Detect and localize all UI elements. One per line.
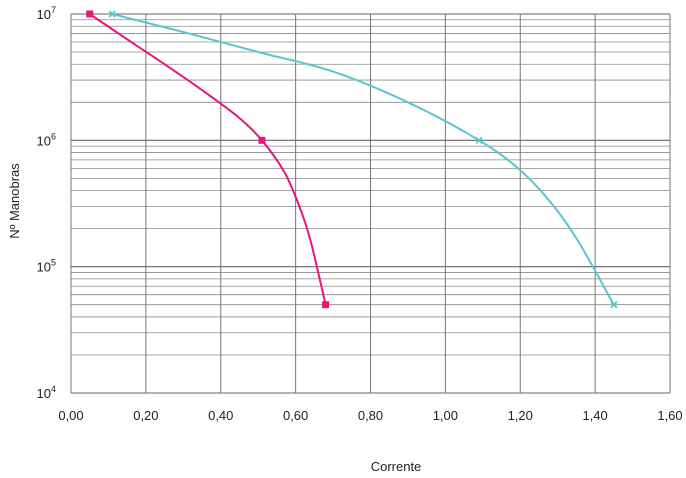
series-2-line (111, 13, 615, 306)
x-tick-label: 0,00 (58, 408, 83, 423)
y-tick-label: 107 (37, 5, 56, 22)
x-tick-label: 1,20 (508, 408, 533, 423)
x-tick-label: 1,40 (582, 408, 607, 423)
grid (70, 13, 671, 394)
y-tick-exponent: 6 (51, 131, 56, 141)
x-tick-label: 0,20 (133, 408, 158, 423)
y-tick-label: 106 (37, 131, 56, 148)
y-tick-exponent: 7 (51, 5, 56, 15)
tick-labels: 0,00 0,20 0,40 0,60 0,80 1,00 1,20 1,40 1,60 104 1… (37, 5, 683, 423)
marker-stroke (108, 10, 116, 18)
y-tick-exponent: 5 (51, 258, 56, 268)
x-axis-title: Corrente (371, 459, 422, 474)
y-tick-exponent: 4 (51, 384, 56, 394)
x-tick-label: 0,80 (358, 408, 383, 423)
series-1-line (89, 13, 327, 305)
series-2-point (108, 10, 116, 18)
marker-stroke (610, 301, 618, 309)
x-tick-label: 1,00 (433, 408, 458, 423)
y-tick-label: 104 (37, 384, 56, 401)
series-1-point (258, 136, 266, 144)
marker-stroke (475, 136, 483, 144)
x-tick-label: 0,60 (283, 408, 308, 423)
x-tick-label: 1,60 (657, 408, 682, 423)
series-1-point (86, 10, 94, 18)
x-tick-label: 0,40 (208, 408, 233, 423)
series-2-point (610, 301, 618, 309)
series-1-point (322, 301, 330, 309)
series-layer (86, 10, 618, 309)
series-2-point (475, 136, 483, 144)
y-tick-label: 105 (37, 258, 56, 275)
y-axis-title: Nº Manobras (7, 163, 22, 239)
